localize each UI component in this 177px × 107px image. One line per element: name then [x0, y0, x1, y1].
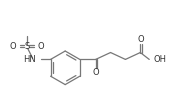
Text: HN: HN — [23, 55, 36, 64]
Text: O: O — [9, 42, 16, 51]
Text: OH: OH — [153, 55, 166, 64]
Text: S: S — [24, 42, 29, 51]
Text: O: O — [92, 68, 99, 77]
Text: O: O — [137, 35, 144, 44]
Text: O: O — [38, 42, 44, 51]
